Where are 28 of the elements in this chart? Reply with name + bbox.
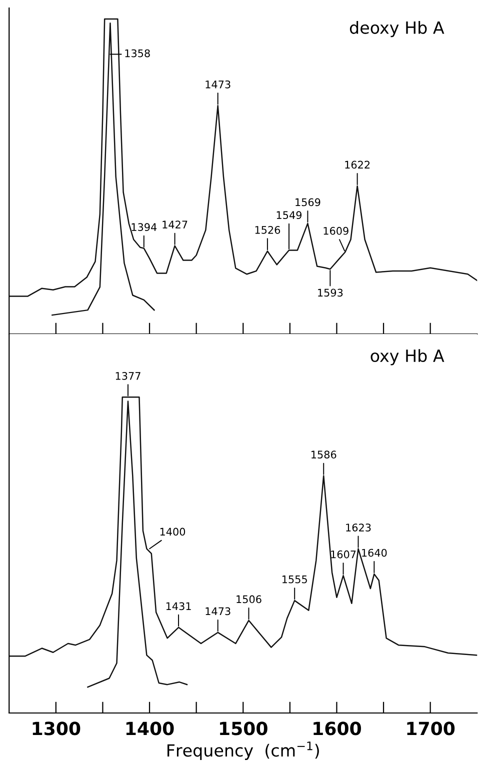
annotation: 1377	[116, 372, 140, 380]
annotation: 1586	[312, 450, 336, 459]
annotation: 1473	[206, 80, 230, 88]
annotation: 1569	[296, 198, 320, 206]
x-tick-label: 1300	[32, 722, 80, 736]
annotation: 1549	[276, 211, 302, 220]
annotation: 1607	[331, 550, 356, 558]
annotation: 1400	[160, 528, 186, 536]
annotation: 1555	[282, 576, 307, 584]
x-tick-label: 1500	[220, 722, 268, 736]
annotation: 1526	[255, 226, 280, 234]
annotation: 1593	[318, 288, 343, 297]
annotation: 1431	[166, 602, 191, 610]
x-tick-label: 1700	[407, 722, 455, 736]
annotation: deoxy Hb A	[350, 21, 444, 38]
annotation: 1622	[345, 160, 370, 169]
x-tick-label: 1600	[314, 722, 361, 736]
x-tick-label: 1400	[126, 722, 174, 736]
x-axis-title: Frequency (cm$^{−1}$)	[168, 742, 319, 760]
annotation: 1473	[206, 607, 230, 616]
annotation: 1506	[236, 595, 262, 604]
annotation: 1623	[346, 524, 371, 532]
annotation: 1609	[324, 226, 348, 235]
annotation: 1358	[125, 49, 150, 58]
annotation: 1427	[162, 220, 188, 228]
annotation: 1394	[132, 223, 157, 232]
annotation: 1640	[362, 548, 387, 557]
text: oxy Hb A	[370, 349, 444, 366]
